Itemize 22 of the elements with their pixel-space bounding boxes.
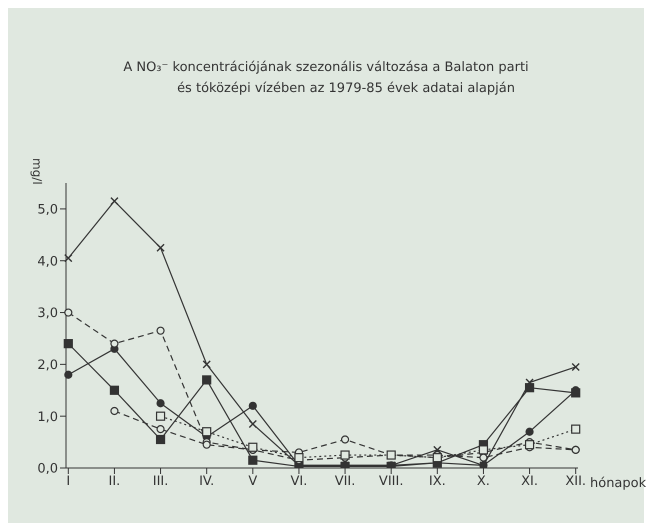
x-tick-label: XI. <box>521 474 538 490</box>
y-tick-label: 5,0 <box>37 202 58 218</box>
x-tick-label: II. <box>108 474 120 490</box>
x-tick-label: VIII. <box>378 474 404 490</box>
x-tick-label: IV. <box>199 474 214 490</box>
x-axis-title: hónapok <box>590 476 646 491</box>
chart-subtitle: és tóközépi vízében az 1979-85 évek adatai alapján <box>176 81 516 96</box>
y-tick-label: 1,0 <box>37 410 58 425</box>
x-tick-label: IX. <box>428 474 446 490</box>
y-axis-title: mg/l <box>30 158 44 185</box>
y-tick-label: 2,0 <box>37 358 58 373</box>
x-tick-label: XII. <box>565 474 586 490</box>
x-tick-label: VI. <box>290 474 308 490</box>
x-tick-label: VII. <box>334 474 356 490</box>
y-tick-label: 3,0 <box>37 306 58 322</box>
y-tick-label: 4,0 <box>37 254 58 270</box>
x-tick-label: III. <box>152 474 168 490</box>
x-tick-label: V <box>248 474 258 490</box>
y-tick-label: 0,0 <box>37 462 58 477</box>
x-tick-label: I <box>66 474 70 490</box>
chart-title: A NO₃⁻ koncentrációjának szezonális változása a Balaton parti <box>122 59 530 75</box>
x-tick-label: X. <box>476 474 490 490</box>
